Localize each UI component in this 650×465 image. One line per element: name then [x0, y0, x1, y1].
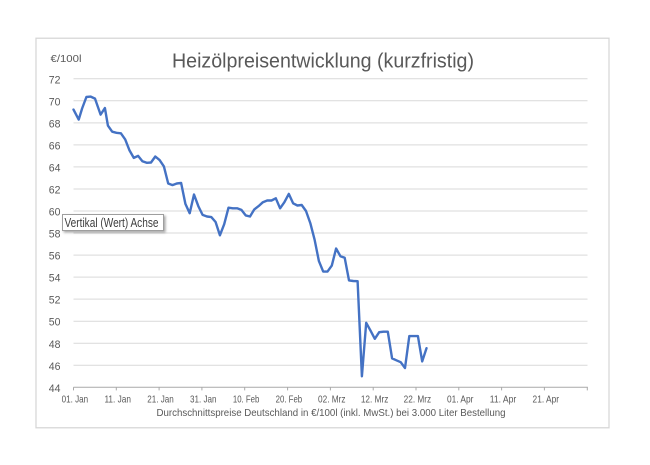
- svg-text:44: 44: [49, 383, 61, 395]
- svg-text:20. Feb: 20. Feb: [276, 394, 303, 405]
- svg-text:56: 56: [49, 251, 61, 263]
- svg-text:11. Apr: 11. Apr: [490, 394, 517, 405]
- svg-text:52: 52: [49, 295, 61, 307]
- svg-text:Heizölpreisentwicklung (kurzfr: Heizölpreisentwicklung (kurzfristig): [172, 50, 474, 72]
- svg-text:02. Mrz: 02. Mrz: [318, 394, 346, 405]
- svg-text:01. Apr: 01. Apr: [447, 394, 474, 405]
- svg-text:58: 58: [49, 229, 61, 241]
- svg-text:01. Jan: 01. Jan: [62, 394, 89, 405]
- svg-text:70: 70: [49, 96, 61, 108]
- svg-text:54: 54: [49, 273, 61, 285]
- svg-text:Vertikal (Wert) Achse: Vertikal (Wert) Achse: [65, 216, 159, 230]
- svg-text:12. Mrz: 12. Mrz: [361, 394, 389, 405]
- svg-text:72: 72: [49, 74, 61, 86]
- svg-text:50: 50: [49, 317, 61, 329]
- svg-text:68: 68: [49, 118, 61, 130]
- svg-text:46: 46: [49, 361, 61, 373]
- svg-text:10. Feb: 10. Feb: [233, 394, 260, 405]
- svg-text:€/100l: €/100l: [51, 54, 82, 65]
- svg-text:21. Apr: 21. Apr: [533, 394, 560, 405]
- svg-text:21. Jan: 21. Jan: [147, 394, 174, 405]
- svg-text:48: 48: [49, 339, 61, 351]
- svg-text:62: 62: [49, 185, 61, 197]
- svg-text:22. Mrz: 22. Mrz: [404, 394, 432, 405]
- svg-text:Durchschnittspreise Deutschlan: Durchschnittspreise Deutschland in €/100…: [157, 408, 506, 419]
- svg-text:64: 64: [49, 163, 61, 175]
- svg-text:60: 60: [49, 207, 61, 219]
- svg-text:66: 66: [49, 141, 61, 153]
- svg-text:11. Jan: 11. Jan: [104, 394, 131, 405]
- svg-text:31. Jan: 31. Jan: [190, 394, 217, 405]
